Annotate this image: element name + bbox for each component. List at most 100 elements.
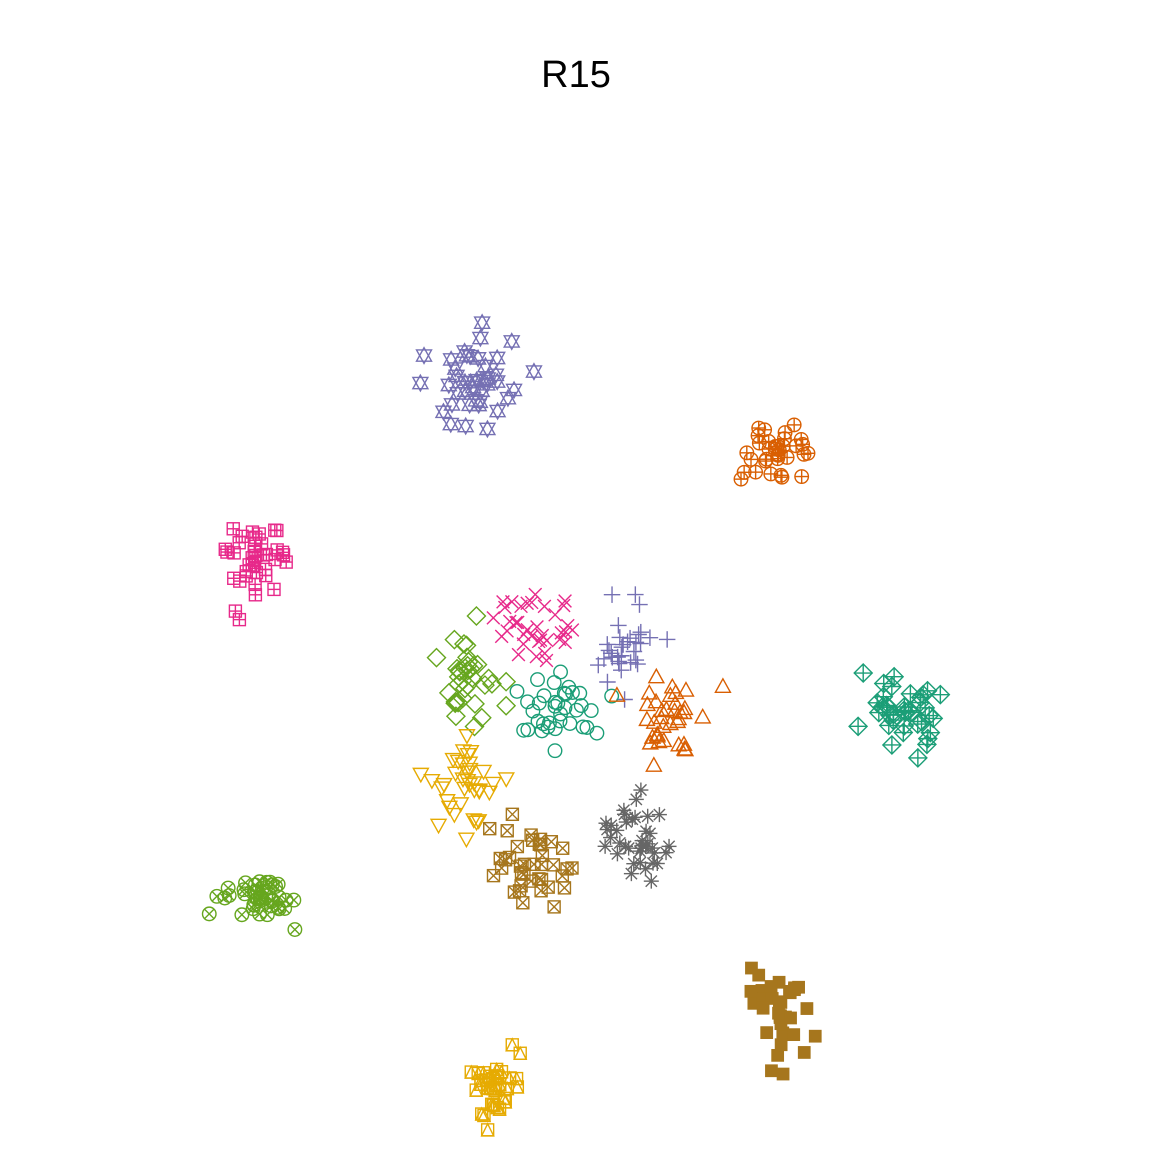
data-point xyxy=(496,671,517,692)
data-point xyxy=(263,898,279,914)
data-point xyxy=(452,688,473,709)
data-point xyxy=(572,685,588,701)
data-point xyxy=(530,672,545,688)
data-point xyxy=(777,425,793,441)
data-point xyxy=(565,685,580,700)
data-point xyxy=(509,615,523,630)
data-point xyxy=(600,642,618,659)
data-point xyxy=(609,648,626,666)
data-point xyxy=(520,722,536,738)
series-cluster-14 xyxy=(744,961,822,1081)
data-point xyxy=(514,599,528,614)
data-point xyxy=(234,907,250,923)
data-point xyxy=(793,432,809,447)
data-point xyxy=(603,586,621,603)
data-point xyxy=(487,365,505,385)
data-point xyxy=(748,464,764,480)
data-point xyxy=(445,706,466,727)
data-point xyxy=(505,380,523,400)
data-point xyxy=(524,595,539,610)
data-point xyxy=(652,708,670,725)
data-point xyxy=(604,688,620,704)
data-point xyxy=(786,417,802,433)
data-point xyxy=(474,371,493,391)
data-point xyxy=(467,390,485,410)
data-point xyxy=(910,692,931,713)
data-point xyxy=(458,651,479,672)
data-point xyxy=(446,359,464,378)
data-point xyxy=(609,846,625,862)
data-point xyxy=(442,414,460,434)
data-point xyxy=(920,722,941,743)
data-point xyxy=(744,984,758,998)
data-point xyxy=(455,658,476,679)
data-point xyxy=(503,332,521,351)
data-point xyxy=(641,629,659,646)
data-point xyxy=(609,822,625,838)
data-point xyxy=(547,743,563,759)
data-point xyxy=(516,722,532,738)
series-cluster-8 xyxy=(608,667,732,772)
data-point xyxy=(480,785,499,802)
data-point xyxy=(645,756,663,772)
data-point xyxy=(228,604,243,618)
data-point xyxy=(454,757,472,773)
data-point xyxy=(529,649,544,664)
data-point xyxy=(474,675,495,696)
data-point xyxy=(758,453,774,469)
data-point xyxy=(435,777,453,794)
data-point xyxy=(661,838,677,854)
data-point xyxy=(628,791,644,807)
series-cluster-2 xyxy=(733,417,816,487)
data-point xyxy=(612,661,630,679)
data-point xyxy=(788,981,801,995)
data-point xyxy=(653,701,671,718)
data-point xyxy=(638,823,654,839)
data-point xyxy=(534,884,548,898)
data-point xyxy=(647,667,666,684)
data-point xyxy=(770,446,786,462)
data-point xyxy=(480,1122,495,1137)
data-point xyxy=(647,692,665,709)
data-point xyxy=(546,858,561,872)
data-point xyxy=(440,375,458,395)
data-point xyxy=(552,713,568,729)
data-point xyxy=(471,328,490,348)
data-point xyxy=(520,694,536,710)
data-point xyxy=(488,348,506,368)
data-point xyxy=(794,469,810,484)
data-point xyxy=(492,1101,507,1116)
data-point xyxy=(797,1046,811,1059)
series-cluster-3 xyxy=(218,522,293,627)
series-cluster-4 xyxy=(486,587,580,668)
data-point xyxy=(645,713,663,729)
points-layer xyxy=(201,313,951,1137)
data-point xyxy=(510,615,525,630)
data-point xyxy=(497,600,512,615)
data-point xyxy=(249,548,263,563)
data-point xyxy=(658,845,674,861)
data-point xyxy=(590,656,607,674)
data-point xyxy=(411,373,430,393)
data-point xyxy=(541,715,557,731)
data-point xyxy=(552,632,567,647)
data-point xyxy=(438,682,459,703)
data-point xyxy=(429,818,448,835)
data-point xyxy=(286,892,302,908)
data-point xyxy=(509,683,525,699)
data-point xyxy=(611,629,629,646)
data-point xyxy=(772,995,786,1009)
data-point xyxy=(848,716,869,737)
data-point xyxy=(796,446,812,462)
data-point xyxy=(473,313,491,333)
data-point xyxy=(478,419,497,439)
data-point xyxy=(469,814,488,830)
data-point xyxy=(763,466,779,482)
data-point xyxy=(631,596,648,613)
data-point xyxy=(525,362,543,381)
data-point xyxy=(633,840,649,856)
data-point xyxy=(259,568,273,583)
data-point xyxy=(209,888,225,904)
data-point xyxy=(511,647,526,662)
